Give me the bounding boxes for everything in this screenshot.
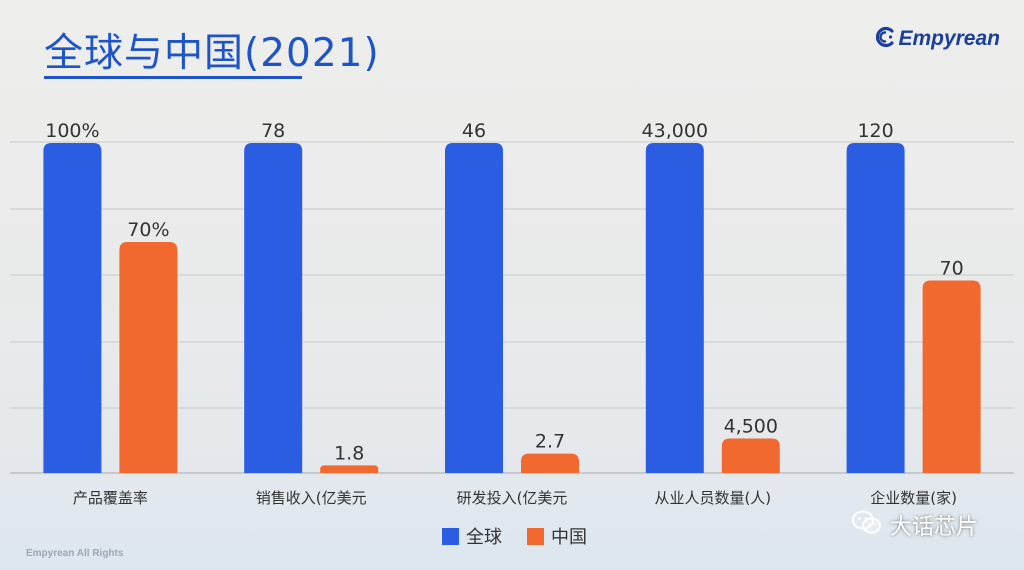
data-label-china-0: 70% [127,219,169,241]
data-label-global-0: 100% [45,120,99,142]
bar-china-4 [922,280,981,473]
category-label-0: 产品覆盖率 [73,489,148,507]
bar-china-0 [119,242,178,473]
legend-swatch-global [442,528,459,545]
data-label-china-2: 2.7 [535,431,565,453]
watermark: 大话芯片 [852,509,978,541]
data-label-global-4: 120 [857,120,893,142]
category-label-3: 从业人员数量(人) [654,489,771,507]
legend-label-global: 全球 [466,527,502,548]
legend-swatch-china [527,528,544,545]
bar-china-2 [521,453,579,473]
empyrean-e-logo-icon [874,26,896,52]
bar-global-4 [846,143,905,473]
bar-china-1 [320,465,379,473]
bar-global-2 [445,143,503,473]
data-label-china-1: 1.8 [334,442,364,464]
slide-title: 全球与中国(2021) [44,31,380,76]
category-label-4: 企业数量(家) [870,489,957,507]
bar-global-0 [43,143,102,473]
data-label-global-1: 78 [261,120,285,142]
data-label-global-2: 46 [462,120,486,142]
category-label-1: 销售收入(亿美元 [256,489,367,507]
bar-global-1 [244,143,303,473]
data-label-china-3: 4,500 [724,415,778,437]
bar-china-3 [721,438,780,473]
legend-label-china: 中国 [551,527,587,548]
bar-global-3 [645,143,704,473]
watermark-text: 大话芯片 [890,515,979,540]
data-label-global-3: 43,000 [642,120,708,142]
category-label-2: 研发投入(亿美元 [457,489,568,507]
logo: Empyrean [874,26,1000,52]
footer-copyright: Empyrean All Rights [26,548,124,559]
logo-text: Empyrean [898,27,1000,50]
title-underline [44,76,302,79]
data-label-china-4: 70 [940,258,964,280]
wechat-icon [852,510,882,540]
